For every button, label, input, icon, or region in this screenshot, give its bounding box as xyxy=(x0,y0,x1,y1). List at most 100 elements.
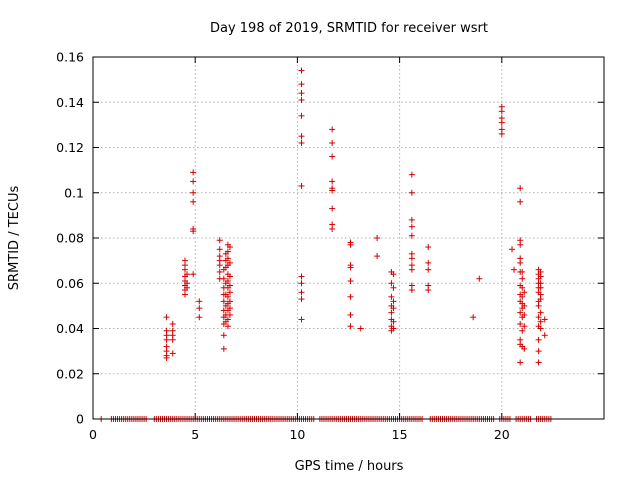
data-point xyxy=(511,266,518,273)
data-point xyxy=(298,90,305,97)
y-axis-label: SRMTID / TECUs xyxy=(7,186,22,291)
data-point xyxy=(298,273,305,280)
data-point xyxy=(537,296,544,303)
data-point xyxy=(224,323,231,330)
data-point xyxy=(470,314,477,321)
data-point xyxy=(190,189,197,196)
data-point xyxy=(329,205,336,212)
data-point xyxy=(519,284,526,291)
data-point xyxy=(298,139,305,146)
data-point xyxy=(169,320,176,327)
y-tick-label: 0.16 xyxy=(56,50,84,65)
data-point xyxy=(374,235,381,241)
data-point xyxy=(226,298,233,305)
data-point xyxy=(408,171,415,178)
data-point xyxy=(425,266,432,273)
data-point xyxy=(298,133,305,140)
data-point xyxy=(535,314,542,321)
data-point xyxy=(517,359,524,366)
data-point xyxy=(220,332,227,339)
data-points xyxy=(98,67,554,422)
data-point xyxy=(224,277,231,284)
data-point xyxy=(535,348,542,355)
data-point xyxy=(220,298,227,305)
data-point xyxy=(537,318,544,325)
data-point xyxy=(519,268,526,275)
data-point xyxy=(329,153,336,160)
data-point xyxy=(388,293,395,300)
data-point xyxy=(181,291,188,298)
data-point xyxy=(220,345,227,352)
data-point xyxy=(347,277,354,284)
data-point xyxy=(408,223,415,230)
data-point xyxy=(390,298,397,305)
data-point xyxy=(224,293,231,300)
data-point xyxy=(298,96,305,103)
data-point xyxy=(517,198,524,205)
data-point xyxy=(190,198,197,205)
axis-ticks: 0 0.02 0.04 0.06 0.08 0.1 0.12 0.14 0.16 0 5 10 15 20 xyxy=(56,50,604,442)
data-point xyxy=(298,296,305,303)
data-point xyxy=(226,289,233,296)
data-point xyxy=(517,320,524,327)
data-point xyxy=(521,311,528,318)
data-point xyxy=(329,139,336,146)
data-point xyxy=(541,332,548,339)
data-point xyxy=(181,266,188,273)
x-tick-label: 10 xyxy=(289,427,305,442)
chart-title: Day 198 of 2019, SRMTID for receiver wsr… xyxy=(210,21,488,36)
data-point xyxy=(408,189,415,196)
data-point xyxy=(537,273,544,280)
data-point xyxy=(184,271,191,278)
data-point xyxy=(169,336,176,343)
data-point xyxy=(537,284,544,291)
data-point xyxy=(190,178,197,185)
data-point xyxy=(190,228,197,235)
data-point xyxy=(329,187,336,194)
data-point xyxy=(498,130,505,137)
data-point xyxy=(517,309,524,316)
grid xyxy=(93,57,604,419)
data-point xyxy=(226,311,233,318)
data-point xyxy=(537,325,544,332)
y-tick-label: 0.08 xyxy=(56,231,84,246)
data-point xyxy=(184,284,191,291)
data-point xyxy=(535,359,542,366)
data-point xyxy=(519,293,526,300)
data-point xyxy=(224,316,231,323)
data-point xyxy=(298,280,305,287)
data-point xyxy=(517,185,524,192)
data-point xyxy=(163,336,170,343)
data-point xyxy=(226,259,233,266)
data-point xyxy=(519,327,526,334)
x-tick-label: 20 xyxy=(494,427,510,442)
data-point xyxy=(388,309,395,316)
y-tick-label: 0.12 xyxy=(56,140,84,155)
data-point xyxy=(498,119,505,126)
data-point xyxy=(425,244,432,251)
y-tick-label: 0.1 xyxy=(64,185,84,200)
data-point xyxy=(298,182,305,189)
data-point xyxy=(163,354,170,361)
data-point xyxy=(521,345,528,352)
data-point xyxy=(408,287,415,294)
data-point xyxy=(298,112,305,119)
data-point xyxy=(329,225,336,232)
data-point xyxy=(535,336,542,343)
data-point xyxy=(216,246,223,253)
data-point xyxy=(298,67,305,74)
data-point xyxy=(226,282,233,289)
data-point xyxy=(390,284,397,291)
data-point xyxy=(476,275,483,282)
data-point xyxy=(347,293,354,300)
data-point xyxy=(298,289,305,296)
data-point xyxy=(408,255,415,262)
data-point xyxy=(329,178,336,185)
data-point xyxy=(390,305,397,312)
data-point xyxy=(347,311,354,318)
data-point xyxy=(509,246,516,253)
data-point xyxy=(226,244,233,251)
data-point xyxy=(226,273,233,280)
data-point xyxy=(298,316,305,323)
